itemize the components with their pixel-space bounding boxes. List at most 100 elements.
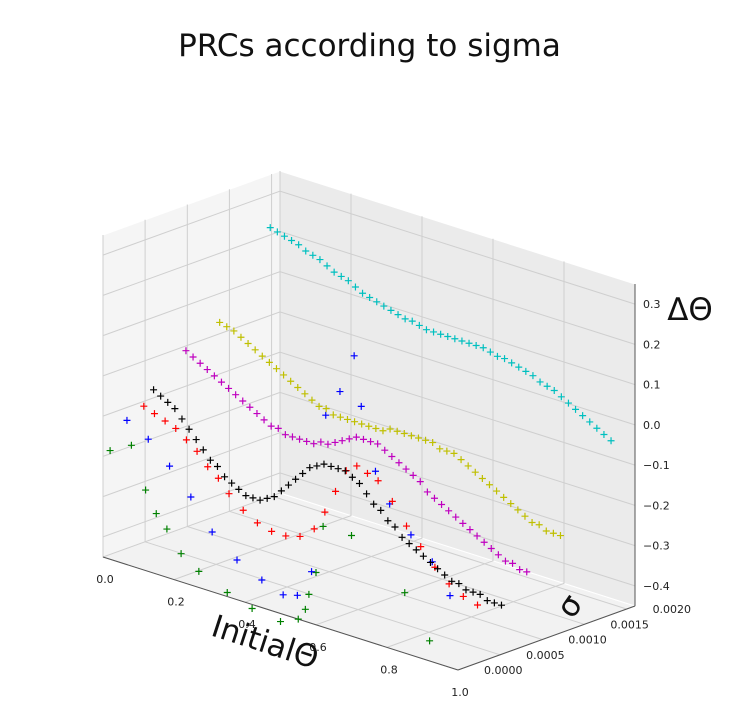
grid-line-z: [102, 311, 636, 426]
data-point-series-6: [265, 358, 273, 366]
data-point-series-4: [426, 558, 434, 566]
data-point-series-6: [528, 518, 536, 526]
data-point-series-4: [206, 456, 214, 464]
x-tick-label: 1.0: [451, 686, 469, 699]
data-point-series-6: [485, 481, 493, 489]
data-point-series-7: [600, 431, 608, 438]
data-point-series-1: [163, 525, 171, 533]
data-point-series-2: [258, 576, 266, 584]
data-point-series-5: [246, 403, 254, 411]
data-point-series-4: [462, 586, 470, 594]
data-point-series-5: [430, 494, 438, 502]
data-point-series-4: [284, 481, 292, 489]
data-point-series-6: [400, 430, 408, 438]
data-point-series-5: [239, 397, 247, 405]
z-tick-label: −0.4: [643, 580, 670, 593]
data-point-series-1: [142, 486, 150, 494]
data-point-series-3: [296, 532, 304, 540]
data-point-series-4: [313, 462, 321, 470]
data-point-series-6: [414, 434, 422, 442]
data-point-series-7: [536, 378, 544, 386]
data-point-series-4: [320, 460, 328, 468]
data-point-series-5: [196, 359, 204, 367]
data-point-series-5: [423, 488, 431, 496]
data-point-series-4: [497, 601, 505, 609]
data-point-series-7: [394, 311, 402, 319]
x-tick-label: 0.4: [238, 618, 256, 631]
data-point-series-4: [391, 523, 399, 531]
y-axis-line: [457, 605, 636, 671]
data-point-series-5: [466, 526, 474, 534]
data-point-series-1: [127, 441, 135, 449]
data-point-series-4: [213, 462, 221, 470]
data-point-series-3: [388, 497, 396, 505]
data-point-series-4: [306, 464, 314, 472]
data-point-series-7: [280, 232, 288, 240]
data-point-series-6: [322, 405, 330, 413]
x-tick-label: 0.0: [96, 573, 114, 586]
data-point-series-2: [371, 467, 379, 475]
data-point-series-7: [586, 418, 594, 426]
data-point-series-4: [469, 588, 477, 596]
data-point-series-7: [359, 289, 367, 297]
grid-line-x: [386, 261, 565, 648]
data-point-series-6: [478, 474, 486, 482]
data-point-series-4: [355, 480, 363, 488]
data-point-series-7: [529, 372, 537, 380]
data-point-series-5: [260, 416, 268, 424]
data-point-series-4: [249, 494, 257, 502]
data-point-series-5: [345, 435, 353, 443]
data-point-series-4: [327, 462, 335, 470]
data-point-series-1: [401, 589, 409, 597]
data-point-series-4: [157, 392, 165, 400]
data-point-series-5: [445, 507, 453, 515]
data-point-series-5: [331, 438, 339, 446]
data-point-series-2: [187, 493, 195, 501]
data-point-series-7: [288, 236, 296, 244]
data-point-series-6: [429, 439, 437, 447]
data-point-series-4: [476, 590, 484, 598]
data-point-series-4: [185, 425, 193, 433]
data-point-series-4: [256, 496, 264, 504]
grid-line-y: [186, 204, 543, 640]
z-axis-label: ΔΘ: [667, 292, 713, 328]
data-point-series-3: [253, 519, 261, 527]
data-point-series-6: [436, 445, 444, 453]
data-point-series-7: [408, 317, 416, 325]
data-point-series-6: [230, 327, 238, 335]
y-tick-label: 0.0015: [610, 618, 649, 631]
data-point-series-4: [228, 479, 236, 487]
data-point-series-3: [363, 469, 371, 477]
data-point-series-4: [341, 467, 349, 475]
data-point-series-7: [564, 399, 572, 407]
data-point-series-5: [253, 410, 261, 418]
data-point-series-7: [472, 342, 480, 350]
data-point-series-5: [217, 378, 225, 386]
grid-line-x: [244, 216, 423, 603]
data-point-series-4: [419, 552, 427, 560]
data-point-series-6: [365, 422, 373, 430]
data-point-series-5: [501, 557, 509, 565]
data-point-series-6: [301, 390, 309, 398]
data-point-series-6: [251, 346, 259, 354]
data-point-series-7: [515, 363, 523, 371]
z-tick-label: 0.1: [643, 379, 661, 392]
data-point-series-6: [450, 449, 458, 457]
data-point-series-5: [296, 435, 304, 443]
data-point-series-6: [500, 493, 508, 501]
data-point-series-7: [579, 412, 587, 420]
data-point-series-5: [303, 437, 311, 445]
data-point-series-5: [232, 391, 240, 399]
data-point-series-6: [372, 424, 380, 432]
data-point-series-6: [556, 532, 564, 540]
data-point-series-6: [272, 365, 280, 373]
data-point-series-5: [374, 440, 382, 448]
data-point-series-7: [543, 382, 551, 390]
data-point-series-5: [516, 566, 524, 574]
data-point-series-5: [203, 366, 211, 374]
data-point-series-5: [459, 519, 467, 527]
data-point-series-5: [310, 440, 318, 448]
data-point-series-3: [182, 436, 190, 444]
data-point-series-2: [144, 435, 152, 443]
data-point-series-1: [319, 522, 327, 530]
